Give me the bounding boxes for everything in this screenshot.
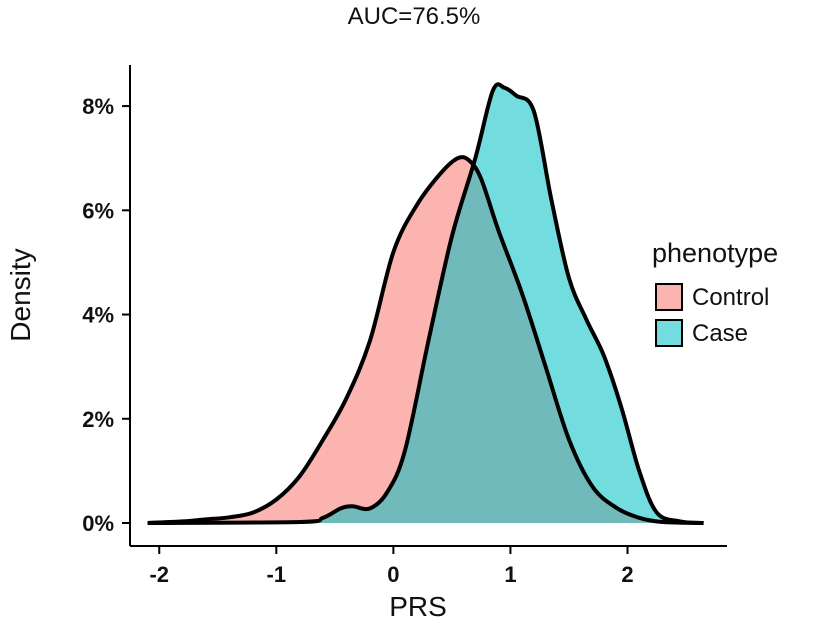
y-tick-label: 2% [82, 407, 114, 432]
legend-label-case: Case [692, 320, 748, 347]
x-axis-ticks: -2 -1 0 1 2 [149, 546, 634, 587]
x-tick-label: 0 [387, 562, 399, 587]
y-tick-label: 6% [82, 198, 114, 223]
legend-swatch-control [655, 283, 683, 311]
y-tick-label: 0% [82, 511, 114, 536]
x-tick-label: -1 [267, 562, 287, 587]
y-tick-label: 8% [82, 94, 114, 119]
y-axis-ticks: 0% 2% 4% 6% 8% [82, 94, 130, 536]
legend: phenotype Control Case [652, 238, 778, 347]
legend-swatch-case [655, 319, 683, 347]
density-areas [147, 82, 704, 525]
x-axis-label: PRS [389, 591, 447, 622]
x-tick-label: -2 [149, 562, 169, 587]
density-line-control [147, 155, 704, 525]
y-tick-label: 4% [82, 303, 114, 328]
y-axis-label: Density [5, 248, 36, 341]
density-line-case [147, 82, 704, 525]
x-tick-label: 1 [504, 562, 516, 587]
legend-label-control: Control [692, 284, 769, 311]
x-tick-label: 2 [621, 562, 633, 587]
legend-entries: Control Case [655, 283, 769, 347]
area-case [147, 84, 704, 523]
chart-title: AUC=76.5% [348, 3, 481, 30]
legend-title: phenotype [652, 238, 778, 268]
